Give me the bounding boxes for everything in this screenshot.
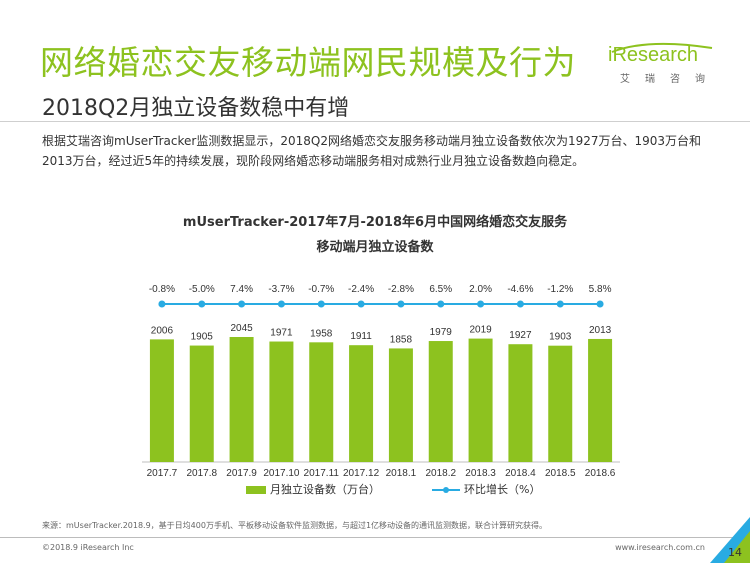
growth-point [238, 300, 246, 308]
bar-value-label: 1858 [390, 334, 413, 345]
growth-value-label: -0.8% [149, 284, 175, 295]
bar-value-label: 1971 [270, 328, 293, 339]
bar-2018.3 [468, 338, 493, 462]
growth-point [437, 300, 445, 308]
x-tick-label: 2017.12 [343, 468, 380, 479]
corner-decoration [710, 517, 750, 563]
bar-2018.4 [508, 344, 533, 462]
bar-value-label: 1911 [350, 331, 372, 342]
growth-point [357, 300, 365, 308]
bar-value-label: 1958 [310, 328, 333, 339]
device-count-chart: 2006 -0.8% 2017.7 1905 -5.0% 2017.8 2045 7.4% 20… [142, 284, 620, 479]
growth-value-label: -0.7% [308, 284, 334, 295]
bar-value-label: 2006 [151, 325, 174, 336]
legend-line-label: 环比增长（%） [464, 483, 541, 496]
bar-value-label: 1927 [509, 330, 532, 341]
bar-value-label: 2013 [589, 325, 612, 336]
bar-2017.11 [309, 342, 334, 462]
growth-point [596, 300, 604, 308]
copyright-text: ©2018.9 iResearch Inc [42, 543, 134, 552]
x-tick-label: 2017.9 [226, 468, 257, 479]
bar-2018.6 [588, 338, 613, 462]
bar-2017.10 [269, 341, 294, 462]
chart-title-line2: 移动端月独立设备数 [316, 240, 434, 255]
growth-point [158, 300, 166, 308]
iresearch-logo: iResearch 艾瑞咨询 [608, 42, 718, 90]
bar-2017.8 [189, 345, 214, 462]
legend-line-swatch [432, 487, 460, 493]
x-tick-label: 2018.2 [425, 468, 456, 479]
description-text: 根据艾瑞咨询mUserTracker监测数据显示，2018Q2网络婚恋交友服务移… [42, 134, 702, 168]
x-tick-label: 2017.7 [147, 468, 178, 479]
growth-point [397, 300, 405, 308]
logo-wordmark: iResearch [608, 44, 699, 66]
growth-value-label: 5.8% [589, 284, 612, 295]
source-note: 来源：mUserTracker.2018.9，基于日均400万手机、平板移动设备… [42, 521, 548, 530]
growth-point [556, 300, 564, 308]
growth-value-label: -3.7% [268, 284, 294, 295]
footer-divider [0, 537, 750, 538]
growth-point [277, 300, 285, 308]
growth-value-label: 7.4% [230, 284, 253, 295]
x-tick-label: 2017.11 [304, 468, 340, 479]
legend-bar-swatch [246, 486, 266, 494]
bar-2017.9 [229, 337, 254, 462]
growth-value-label: 6.5% [429, 284, 452, 295]
growth-value-label: -5.0% [189, 284, 215, 295]
header-divider [0, 121, 750, 122]
page-title: 网络婚恋交友移动端网民规模及行为 [40, 43, 576, 82]
chart-title-line1: mUserTracker-2017年7月-2018年6月中国网络婚恋交友服务 [182, 215, 568, 230]
page-subtitle: 2018Q2月独立设备数稳中有增 [42, 96, 350, 121]
growth-value-label: -1.2% [547, 284, 573, 295]
bar-2017.12 [349, 345, 374, 462]
bar-value-label: 2019 [469, 325, 492, 336]
bar-2018.5 [548, 345, 573, 462]
growth-point [198, 300, 206, 308]
legend-bar-label: 月独立设备数（万台） [270, 483, 380, 496]
growth-value-label: -2.4% [348, 284, 374, 295]
x-tick-label: 2017.10 [263, 468, 300, 479]
bar-value-label: 1903 [549, 332, 572, 343]
website-link[interactable]: www.iresearch.com.cn [615, 543, 705, 552]
legend-line: 环比增长（%） [432, 481, 540, 497]
logo-swoosh-icon [611, 42, 713, 53]
logo-subtitle: 艾瑞咨询 [620, 74, 720, 85]
growth-value-label: -4.6% [507, 284, 533, 295]
bar-value-label: 2045 [230, 323, 253, 334]
page-number: 14 [728, 546, 742, 559]
x-tick-label: 2018.1 [386, 468, 417, 479]
bar-2017.7 [149, 339, 174, 462]
growth-value-label: -2.8% [388, 284, 414, 295]
bar-2018.2 [428, 341, 453, 462]
x-tick-label: 2018.5 [545, 468, 576, 479]
x-tick-label: 2018.4 [505, 468, 536, 479]
legend-bar: 月独立设备数（万台） [246, 481, 380, 497]
x-tick-label: 2018.6 [585, 468, 616, 479]
x-tick-label: 2017.8 [186, 468, 217, 479]
bar-value-label: 1979 [430, 327, 453, 338]
bar-2018.1 [388, 348, 413, 462]
growth-point [516, 300, 524, 308]
growth-value-label: 2.0% [469, 284, 492, 295]
growth-point [477, 300, 485, 308]
bar-value-label: 1905 [191, 332, 214, 343]
x-tick-label: 2018.3 [465, 468, 496, 479]
growth-point [317, 300, 325, 308]
